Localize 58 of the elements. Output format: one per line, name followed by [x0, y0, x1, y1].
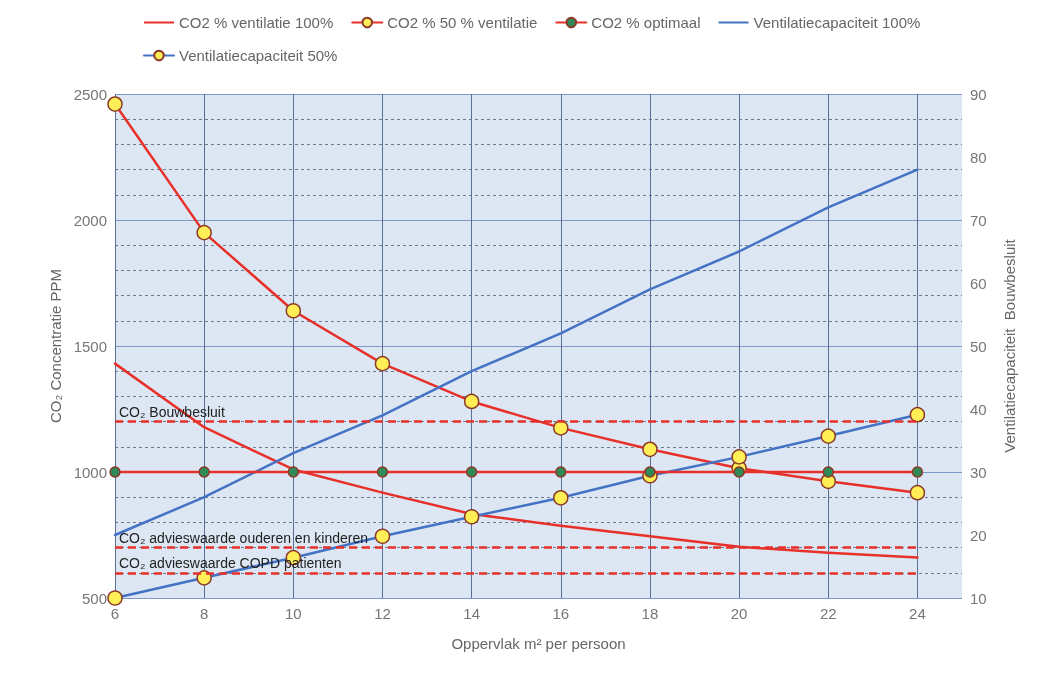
point	[644, 466, 656, 478]
point	[731, 449, 747, 465]
y2-tick-label: 30	[970, 463, 987, 481]
x-tick-label: 10	[284, 605, 302, 622]
x-tick-label: 16	[552, 605, 570, 622]
point	[909, 406, 926, 423]
y2-tick-label: 50	[970, 337, 987, 355]
point	[733, 466, 745, 478]
y-tick-label: 1000	[73, 463, 107, 481]
point	[107, 96, 123, 112]
point	[909, 484, 926, 501]
x-tick-label: 22	[819, 605, 837, 622]
x-tick-label: 18	[641, 605, 659, 622]
y2-tick-label: 10	[970, 589, 987, 607]
point	[109, 466, 121, 478]
x-tick-label: 8	[199, 605, 209, 622]
point	[287, 466, 300, 478]
y-axis-title: CO₂ Concentratie PPM	[46, 268, 64, 424]
point	[374, 528, 391, 545]
point	[820, 428, 837, 444]
point	[107, 590, 123, 606]
y2-tick-label: 80	[970, 148, 987, 166]
point	[822, 466, 835, 478]
y2-axis-title: Ventilatiecapaciteit Bouwbesluit	[1001, 238, 1018, 453]
y2-tick-label: 60	[970, 274, 987, 292]
point	[911, 466, 924, 478]
y2-tick-label: 70	[970, 211, 987, 229]
y2-tick-label: 90	[970, 85, 987, 103]
legend-label: CO2 % 50 % ventilatie	[387, 14, 538, 31]
y2-tick-label: 40	[970, 400, 987, 418]
legend-label: CO2 % optimaal	[591, 14, 701, 31]
legend-label: Ventilatiecapaciteit 50%	[179, 47, 338, 64]
x-tick-label: 6	[110, 605, 120, 622]
point	[555, 466, 567, 478]
point	[285, 302, 302, 319]
legend-label: CO2 % ventilatie 100%	[179, 14, 334, 31]
point	[198, 466, 210, 478]
y2-tick-label: 20	[970, 526, 987, 544]
legend-label: Ventilatiecapaciteit 100%	[753, 14, 921, 31]
y-tick-label: 2500	[73, 85, 107, 103]
point	[376, 466, 389, 478]
line-series	[113, 362, 919, 559]
x-tick-label: 14	[463, 605, 480, 622]
y-tick-label: 2000	[73, 211, 107, 229]
x-tick-label: 20	[730, 605, 748, 622]
point	[374, 355, 391, 372]
point	[463, 393, 480, 410]
point	[463, 508, 480, 525]
point	[465, 466, 478, 478]
point	[196, 224, 212, 241]
x-tick-label: 12	[374, 605, 391, 622]
point	[553, 490, 569, 506]
y-tick-label: 1500	[73, 337, 107, 355]
point	[642, 441, 658, 458]
x-tick-label: 24	[909, 605, 926, 622]
y-tick-label: 500	[81, 589, 107, 607]
point	[553, 420, 569, 436]
x-axis-title: Oppervlak m² per persoon	[451, 635, 626, 652]
